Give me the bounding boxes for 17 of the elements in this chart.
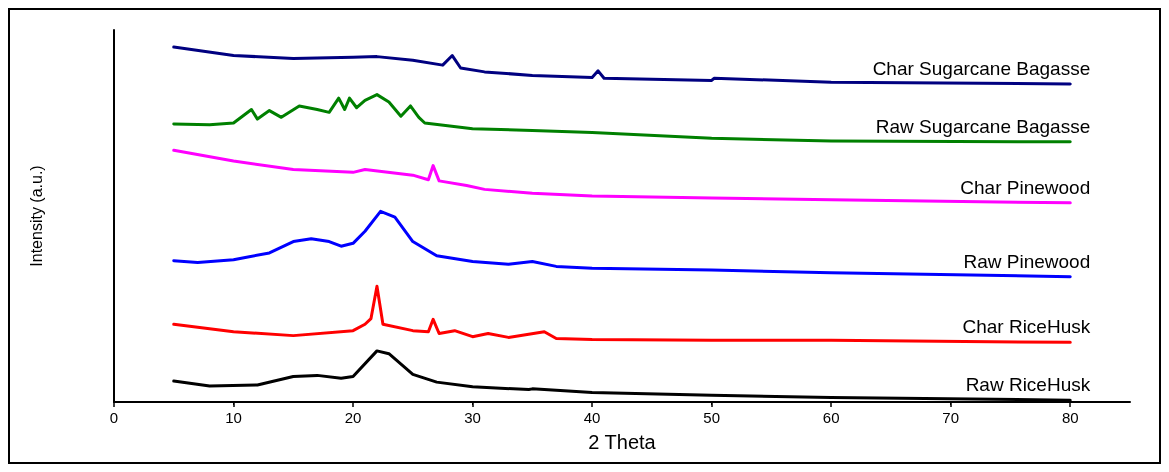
- x-axis-title: 2 Theta: [588, 431, 657, 453]
- x-tick-label: 30: [464, 409, 481, 426]
- x-tick-label: 0: [109, 409, 119, 426]
- x-tick-label: 20: [344, 409, 362, 426]
- x-tick-label: 70: [942, 409, 960, 426]
- x-tick-label: 10: [225, 409, 242, 426]
- series-label: Char RiceHusk: [962, 316, 1091, 338]
- y-axis-title: Intensity (a.u.): [27, 165, 45, 267]
- x-tick-label: 80: [1061, 409, 1079, 426]
- series-label: Char Sugarcane Bagasse: [872, 57, 1091, 79]
- series-label: Raw Sugarcane Bagasse: [875, 115, 1091, 137]
- x-tick-label: 40: [583, 409, 601, 426]
- series-label: Raw Pinewood: [963, 250, 1091, 272]
- x-tick-label: 50: [703, 409, 720, 426]
- x-tick-label: 60: [822, 409, 840, 426]
- series-label: Char Pinewood: [960, 176, 1091, 198]
- series-label: Raw RiceHusk: [965, 374, 1091, 396]
